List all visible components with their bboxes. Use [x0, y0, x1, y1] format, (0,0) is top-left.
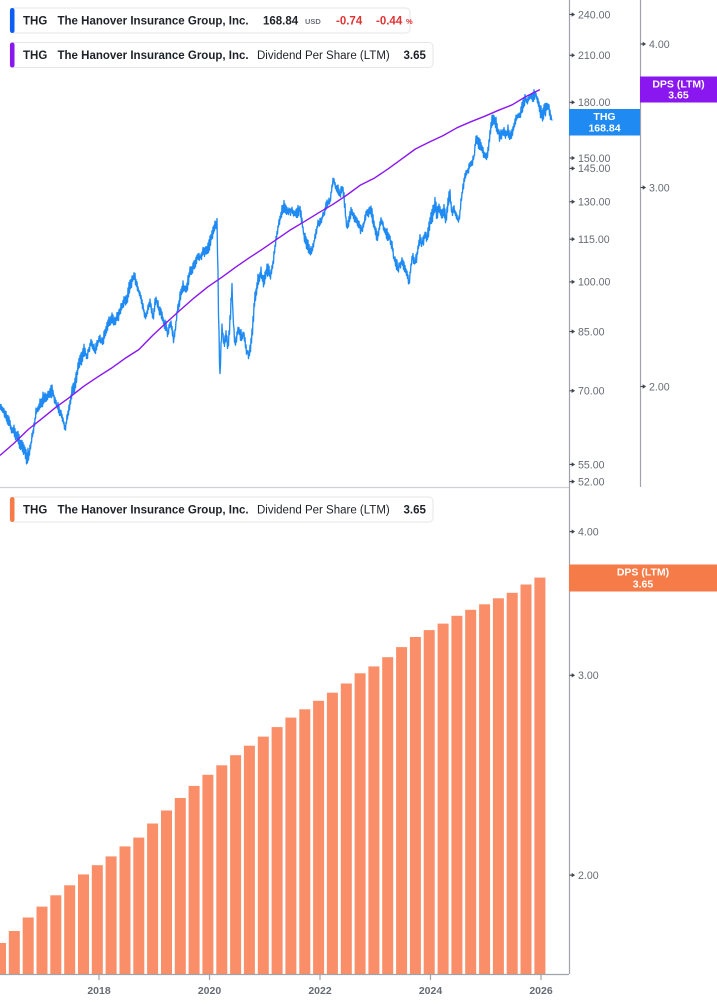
svg-text:3.65: 3.65: [633, 579, 654, 591]
svg-text:168.84: 168.84: [263, 16, 299, 28]
svg-text:3.65: 3.65: [404, 505, 427, 517]
svg-text:4.00: 4.00: [649, 39, 670, 51]
svg-text:2.00: 2.00: [649, 381, 670, 393]
svg-text:2018: 2018: [87, 985, 111, 997]
svg-text:4.00: 4.00: [578, 526, 599, 538]
svg-text:3.00: 3.00: [578, 670, 599, 682]
svg-text:100.00: 100.00: [578, 277, 611, 289]
svg-text:-0.74: -0.74: [336, 16, 363, 28]
svg-text:2026: 2026: [529, 985, 553, 997]
svg-text:240.00: 240.00: [578, 9, 611, 21]
svg-text:115.00: 115.00: [578, 234, 610, 246]
svg-text:The Hanover Insurance Group, I: The Hanover Insurance Group, Inc.: [58, 16, 249, 28]
svg-text:2.00: 2.00: [578, 870, 599, 882]
svg-text:The Hanover Insurance Group, I: The Hanover Insurance Group, Inc.: [58, 505, 249, 517]
svg-text:THG: THG: [593, 111, 615, 123]
svg-text:The Hanover Insurance Group, I: The Hanover Insurance Group, Inc.: [58, 50, 249, 62]
svg-text:THG: THG: [23, 16, 47, 28]
svg-text:3.00: 3.00: [649, 182, 670, 194]
svg-text:DPS (LTM): DPS (LTM): [617, 567, 669, 579]
svg-text:210.00: 210.00: [578, 50, 611, 62]
svg-text:3.65: 3.65: [404, 50, 427, 62]
svg-text:-0.44: -0.44: [376, 16, 403, 28]
svg-text:Dividend Per Share (LTM): Dividend Per Share (LTM): [257, 505, 390, 517]
svg-text:70.00: 70.00: [578, 386, 605, 398]
svg-text:168.84: 168.84: [588, 123, 620, 135]
svg-text:130.00: 130.00: [578, 197, 611, 209]
svg-text:85.00: 85.00: [578, 326, 605, 338]
svg-text:THG: THG: [23, 505, 47, 517]
svg-text:2022: 2022: [308, 985, 332, 997]
svg-text:2020: 2020: [198, 985, 222, 997]
svg-text:THG: THG: [23, 50, 47, 62]
svg-text:180.00: 180.00: [578, 97, 611, 109]
svg-text:%: %: [406, 17, 413, 26]
svg-text:3.65: 3.65: [668, 90, 689, 102]
svg-text:Dividend Per Share (LTM): Dividend Per Share (LTM): [257, 50, 390, 62]
svg-text:150.00: 150.00: [578, 153, 611, 165]
svg-text:145.00: 145.00: [578, 163, 611, 175]
svg-text:52.00: 52.00: [578, 476, 605, 488]
svg-text:USD: USD: [305, 17, 321, 26]
svg-text:2024: 2024: [419, 985, 443, 997]
svg-text:DPS (LTM): DPS (LTM): [652, 79, 704, 91]
svg-text:55.00: 55.00: [578, 459, 605, 471]
